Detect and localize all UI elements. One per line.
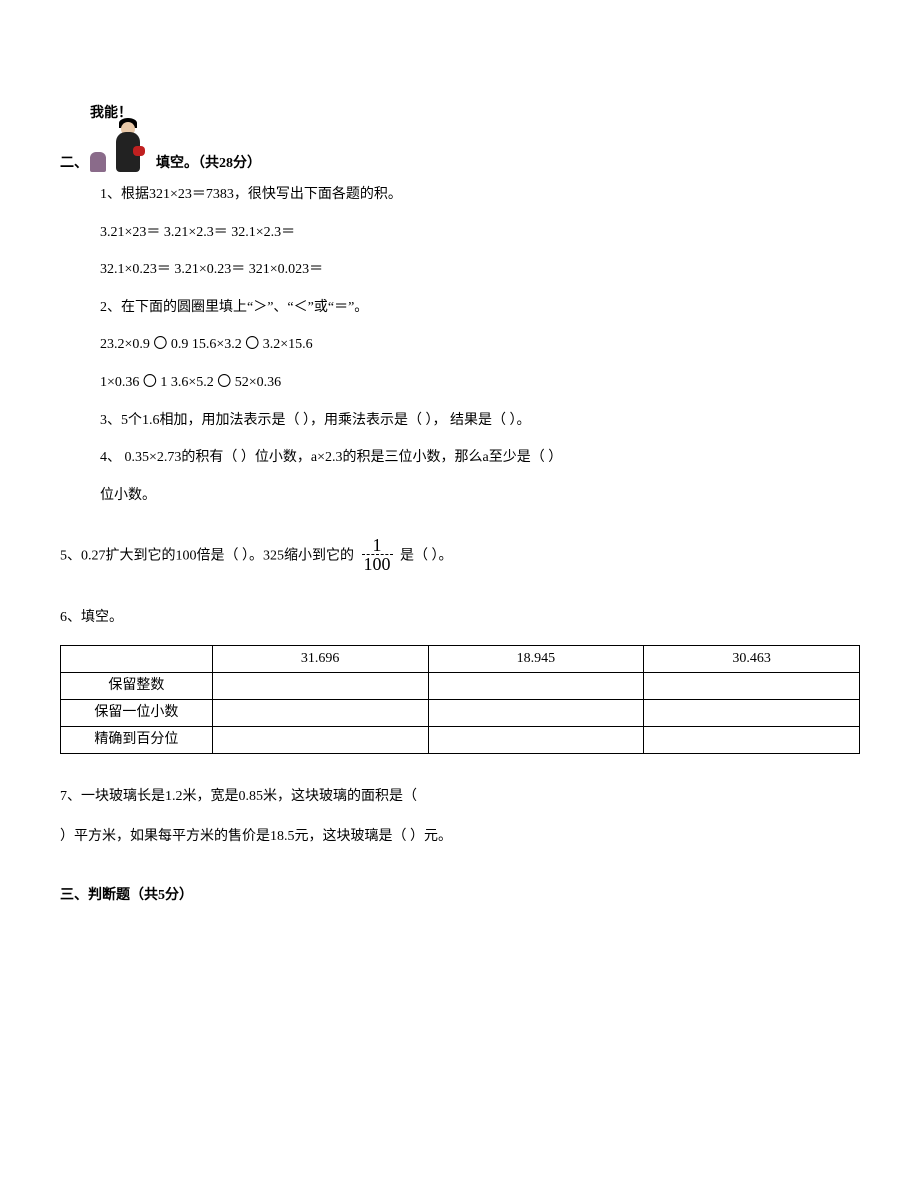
table-row: 精确到百分位 xyxy=(61,726,860,753)
fraction-denominator: 100 xyxy=(362,555,393,573)
table-header-2: 18.945 xyxy=(428,645,644,672)
figure-accent xyxy=(133,146,145,156)
table-cell xyxy=(644,726,860,753)
q2-row2: 1×0.36 〇 1 3.6×5.2 〇 52×0.36 xyxy=(100,366,860,400)
table-cell xyxy=(212,672,428,699)
q2-row1: 23.2×0.9 〇 0.9 15.6×3.2 〇 3.2×15.6 xyxy=(100,328,860,362)
table-cell xyxy=(644,672,860,699)
table-header-3: 30.463 xyxy=(644,645,860,672)
q2-stem: 2、在下面的圆圈里填上“＞”、“＜”或“＝”。 xyxy=(100,291,860,325)
q4-line-b: 位小数。 xyxy=(100,479,860,513)
table-row: 保留一位小数 xyxy=(61,699,860,726)
table-cell xyxy=(212,699,428,726)
table-header-0 xyxy=(61,645,213,672)
q1-stem: 1、根据321×23＝7383，很快写出下面各题的积。 xyxy=(100,178,860,212)
section-2-prefix: 二、 xyxy=(60,154,88,174)
figure-child xyxy=(90,152,106,172)
section-2-body: 1、根据321×23＝7383，很快写出下面各题的积。 3.21×23＝ 3.2… xyxy=(100,178,860,512)
book-cover-image: 我能！ xyxy=(88,90,150,174)
table-cell xyxy=(428,672,644,699)
q7-line2: ）平方米，如果每平方米的售价是18.5元，这块玻璃是（ ）元。 xyxy=(60,820,860,854)
q6-table: 31.696 18.945 30.463 保留整数 保留一位小数 精确到百分位 xyxy=(60,645,860,754)
table-cell xyxy=(428,726,644,753)
section-3-title: 三、判断题（共5分） xyxy=(60,879,860,913)
table-cell xyxy=(428,699,644,726)
q5-before: 5、0.27扩大到它的100倍是（ ）。325缩小到它的 xyxy=(60,549,354,564)
fraction-numerator: 1 xyxy=(362,536,393,555)
q5-line: 5、0.27扩大到它的100倍是（ ）。325缩小到它的 1 100 是（ ）。 xyxy=(60,538,860,575)
table-header-1: 31.696 xyxy=(212,645,428,672)
table-cell xyxy=(644,699,860,726)
table-cell: 保留一位小数 xyxy=(61,699,213,726)
section-2-header: 二、 我能！ 填空。（共28分） xyxy=(60,90,860,174)
q4-line-a: 4、 0.35×2.73的积有（ ）位小数，a×2.3的积是三位小数，那么a至少… xyxy=(100,441,860,475)
q5-fraction: 1 100 xyxy=(362,536,393,573)
table-cell: 保留整数 xyxy=(61,672,213,699)
table-row: 保留整数 xyxy=(61,672,860,699)
table-header-row: 31.696 18.945 30.463 xyxy=(61,645,860,672)
q1-row2: 32.1×0.23＝ 3.21×0.23＝ 321×0.023＝ xyxy=(100,253,860,287)
q1-row1: 3.21×23＝ 3.21×2.3＝ 32.1×2.3＝ xyxy=(100,216,860,250)
section-2-title: 填空。（共28分） xyxy=(156,154,261,174)
q6-stem: 6、填空。 xyxy=(60,601,860,635)
q7-line1: 7、一块玻璃长是1.2米，宽是0.85米，这块玻璃的面积是（ xyxy=(60,780,860,814)
table-cell: 精确到百分位 xyxy=(61,726,213,753)
table-cell xyxy=(212,726,428,753)
q3-line: 3、5个1.6相加，用加法表示是（ ），用乘法表示是（ ）， 结果是（ ）。 xyxy=(100,404,860,438)
q5-after: 是（ ）。 xyxy=(400,549,453,564)
